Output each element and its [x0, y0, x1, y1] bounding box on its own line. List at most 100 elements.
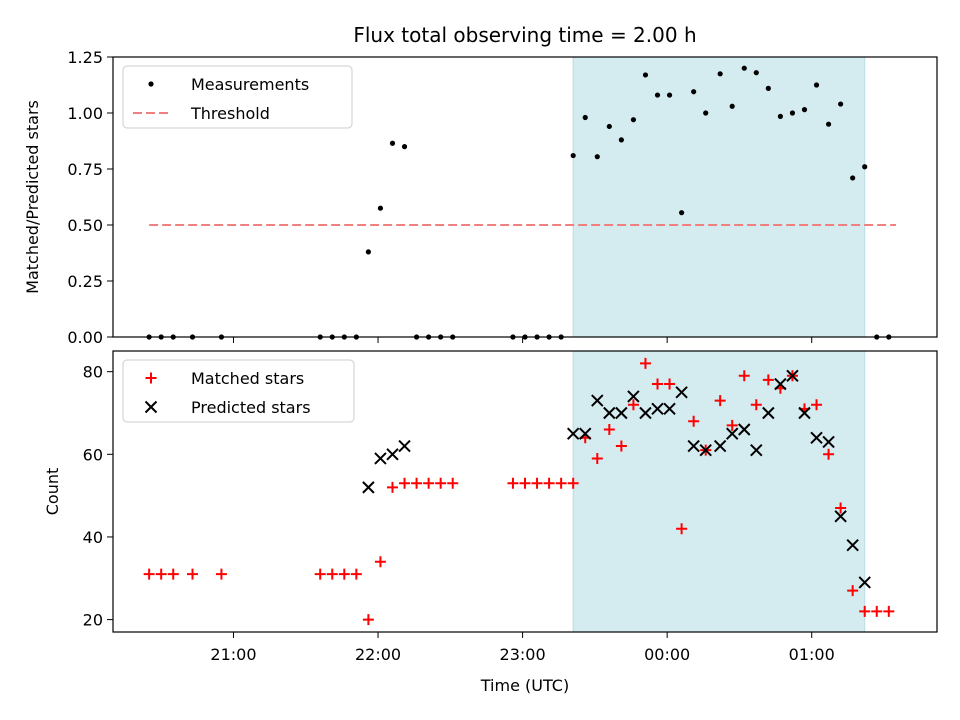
- matched-star-point: [835, 502, 847, 514]
- y-tick-label: 0.00: [67, 328, 103, 347]
- chart-title: Flux total observing time = 2.00 h: [353, 23, 696, 47]
- y-axis-label: Matched/Predicted stars: [23, 100, 42, 294]
- legend-label: Threshold: [190, 104, 270, 123]
- matched-star-point: [714, 395, 726, 407]
- matched-star-point: [167, 568, 179, 580]
- matched-star-point: [823, 448, 835, 460]
- predicted-star-point: [846, 539, 859, 552]
- predicted-star-point: [579, 427, 592, 440]
- measurement-point: [618, 137, 624, 143]
- matched-star-point: [519, 477, 531, 489]
- axes-frame: [112, 56, 938, 338]
- matched-star-point: [652, 378, 664, 390]
- matched-star-point: [386, 481, 398, 493]
- measurement-point: [666, 92, 673, 98]
- matched-star-point: [591, 452, 603, 464]
- predicted-star-point: [810, 431, 823, 444]
- legend-label: Predicted stars: [191, 398, 311, 417]
- measurement-point: [606, 123, 612, 130]
- matched-star-point: [531, 477, 543, 489]
- matched-star-point: [411, 477, 423, 489]
- predicted-star-point: [713, 439, 727, 453]
- matched-star-point: [726, 419, 738, 431]
- matched-star-point: [326, 568, 338, 580]
- y-tick-label: 1.00: [67, 104, 103, 123]
- matched-star-point: [338, 568, 350, 580]
- observing-window-shade: [572, 56, 866, 338]
- x-tick-label: 22:00: [355, 645, 401, 664]
- matched-star-point: [664, 378, 676, 390]
- matched-star-point: [143, 568, 155, 580]
- measurement-point: [642, 72, 649, 78]
- predicted-star-point: [687, 439, 700, 453]
- matched-star-point: [738, 370, 750, 382]
- matched-star-point: [811, 399, 823, 411]
- panel-ratio: 0.00 0.25 0.50 0.75 1.00 1.25 Matched/Predicte…: [23, 48, 938, 347]
- x-tick-label: 01:00: [789, 645, 835, 664]
- matched-star-point: [215, 568, 227, 580]
- predicted-star-point: [591, 394, 604, 407]
- predicted-star-point: [627, 390, 640, 403]
- legend-dot-swatch: [148, 81, 154, 87]
- predicted-star-point: [762, 406, 775, 420]
- matched-star-point: [187, 568, 199, 580]
- legend-x-swatch: [144, 400, 158, 414]
- measurement-point: [741, 65, 747, 71]
- matched-star-point: [374, 556, 386, 568]
- predicted-star-point: [774, 377, 787, 391]
- measurement-point: [570, 152, 576, 159]
- predicted-star-point: [663, 402, 676, 416]
- predicted-star-point: [786, 369, 799, 383]
- matched-star-point: [871, 605, 883, 617]
- y-tick-label: 80: [83, 363, 103, 382]
- matched-star-point: [555, 477, 567, 489]
- predicted-star-point: [738, 423, 751, 436]
- measurement-point: [729, 103, 735, 109]
- y-tick-label: 0.25: [67, 272, 103, 291]
- predicted-star-point: [675, 386, 688, 399]
- measurement-point: [377, 205, 384, 211]
- measurement-point: [654, 92, 661, 98]
- matched-star-point: [883, 605, 895, 617]
- axes-frame: [112, 350, 938, 633]
- measurement-point: [630, 117, 637, 123]
- legend-box: [122, 65, 353, 129]
- matched-star-point: [314, 568, 326, 580]
- measurement-point: [850, 175, 856, 181]
- matched-star-point: [435, 477, 447, 489]
- matched-star-point: [543, 477, 555, 489]
- predicted-star-point: [798, 406, 811, 420]
- y-tick-label: 40: [83, 528, 103, 547]
- predicted-star-point: [699, 443, 712, 457]
- legend-label: Measurements: [191, 75, 309, 94]
- matched-star-point: [362, 614, 374, 626]
- measurement-point: [789, 110, 796, 116]
- measurement-point: [825, 121, 832, 127]
- y-tick-label: 60: [83, 445, 103, 464]
- matched-star-point: [676, 523, 688, 535]
- matched-star-point: [750, 399, 762, 411]
- measurement-point: [717, 71, 723, 77]
- measurement-point: [389, 140, 396, 146]
- matched-star-point: [603, 424, 615, 436]
- measurement-point: [594, 154, 600, 160]
- legend: Matched stars Predicted stars: [122, 359, 355, 423]
- measurement-point: [582, 114, 588, 121]
- matched-star-point: [155, 568, 167, 580]
- predicted-star-point: [362, 481, 375, 494]
- legend-box: [122, 359, 355, 423]
- y-tick-label: 0.50: [67, 216, 103, 235]
- matched-star-point: [627, 399, 639, 411]
- legend-label: Matched stars: [191, 369, 304, 388]
- matched-star-point: [762, 374, 774, 386]
- legend-plus-swatch: [145, 372, 157, 384]
- predicted-star-point: [374, 452, 387, 465]
- measurement-point: [703, 110, 709, 116]
- matched-star-point: [639, 357, 651, 369]
- measurement-point: [838, 101, 844, 107]
- matched-star-point: [847, 585, 859, 597]
- predicted-star-point: [615, 406, 628, 420]
- x-tick-label: 21:00: [210, 645, 256, 664]
- matched-star-point: [423, 477, 435, 489]
